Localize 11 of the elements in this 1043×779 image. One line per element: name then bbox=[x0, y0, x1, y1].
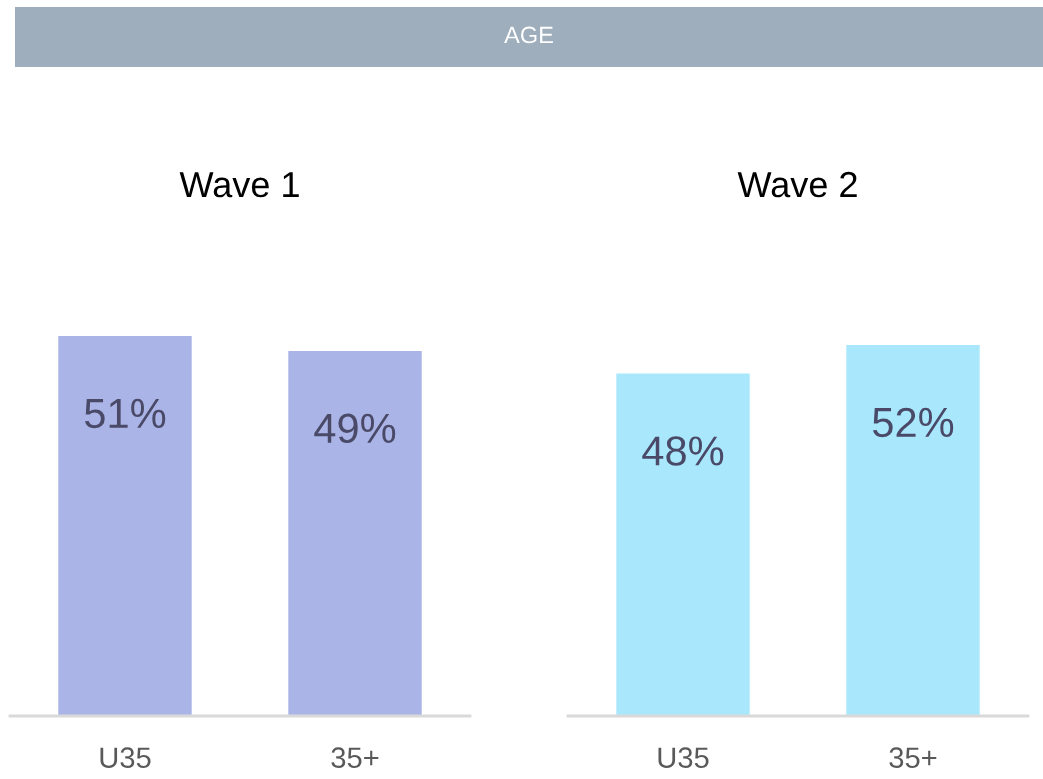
x-tick-label: 35+ bbox=[331, 747, 379, 768]
chart-title: Wave 1 bbox=[179, 172, 299, 198]
chart-title: Wave 2 bbox=[737, 171, 857, 198]
data-label: 52% bbox=[872, 407, 954, 438]
data-label: 48% bbox=[642, 436, 724, 466]
x-tick-label: U35 bbox=[658, 747, 709, 768]
data-label: 51% bbox=[84, 398, 166, 429]
x-tick-label: 35+ bbox=[889, 747, 937, 768]
text: AGE bbox=[504, 26, 553, 44]
x-tick-label: U35 bbox=[100, 747, 151, 768]
data-label: 49% bbox=[314, 413, 396, 444]
